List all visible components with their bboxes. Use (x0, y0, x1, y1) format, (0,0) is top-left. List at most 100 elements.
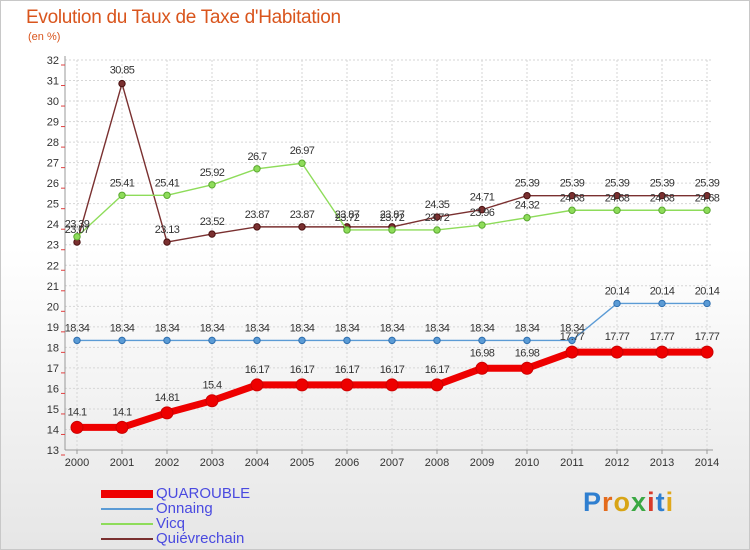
data-label: 23.87 (245, 209, 270, 221)
data-point (568, 336, 576, 345)
y-tick-label: 17 (47, 363, 59, 375)
data-label: 25.39 (605, 178, 630, 190)
data-label: 25.39 (695, 178, 720, 190)
data-point (118, 336, 126, 345)
y-tick-label: 25 (47, 199, 59, 211)
data-point (118, 191, 126, 199)
data-point (658, 191, 666, 200)
y-tick-label: 20 (47, 301, 59, 313)
data-point (613, 191, 621, 200)
data-label: 26.97 (290, 145, 315, 157)
data-point (343, 336, 351, 345)
y-tick-label: 19 (47, 322, 59, 334)
y-tick-label: 27 (47, 158, 59, 170)
data-label: 15.4 (202, 380, 221, 392)
data-label: 23.13 (155, 224, 180, 236)
logo-letter: P (583, 487, 603, 517)
chart-unit-subtitle: (en %) (28, 31, 61, 43)
data-label: 20.14 (650, 285, 675, 297)
x-tick-label: 2013 (650, 457, 674, 469)
data-label: 24.68 (560, 192, 585, 204)
data-label: 23.72 (425, 212, 450, 224)
x-tick-label: 2007 (380, 457, 404, 469)
data-label: 18.34 (560, 322, 585, 334)
logo-letter: i (665, 487, 675, 517)
data-point (118, 79, 126, 88)
y-tick-label: 15 (47, 404, 59, 416)
data-label: 18.34 (335, 322, 360, 334)
data-label: 23.72 (380, 212, 405, 224)
data-point (568, 191, 576, 200)
x-tick-label: 2005 (290, 457, 314, 469)
data-point (388, 226, 396, 234)
data-label: 25.41 (110, 177, 135, 189)
data-label: 18.34 (155, 322, 180, 334)
y-tick-label: 32 (47, 55, 59, 67)
data-point (433, 226, 441, 234)
data-label: 24.32 (515, 200, 540, 212)
x-tick-label: 2000 (65, 457, 89, 469)
data-label: 23.87 (380, 209, 405, 221)
data-label: 17.77 (695, 331, 720, 343)
data-point (298, 223, 306, 231)
y-tick-label: 14 (47, 424, 59, 436)
data-point (385, 378, 399, 392)
data-point (253, 223, 261, 231)
logo-letter: t (655, 487, 666, 517)
x-tick-label: 2008 (425, 457, 449, 469)
data-label: 23.39 (65, 219, 90, 231)
logo-letter: i (647, 487, 656, 517)
data-label: 23.72 (335, 212, 360, 224)
legend-swatch (101, 538, 153, 540)
data-label: 17.77 (605, 331, 630, 343)
x-tick-label: 2009 (470, 457, 494, 469)
data-point (703, 206, 711, 214)
x-tick-label: 2011 (560, 457, 584, 469)
data-point (163, 336, 171, 345)
chart-series (70, 79, 714, 434)
data-point (205, 394, 219, 408)
data-point (298, 336, 306, 345)
data-point (160, 406, 174, 420)
data-point (295, 378, 309, 392)
chart-title: Evolution du Taux de Taxe d'Habitation (26, 7, 341, 28)
y-tick-label: 26 (47, 178, 59, 190)
data-point (208, 181, 216, 189)
data-point (700, 345, 714, 359)
data-point (655, 345, 669, 359)
data-point (478, 205, 486, 214)
data-label: 24.68 (695, 192, 720, 204)
legend-label: Quiévrechain (156, 530, 245, 547)
data-label: 18.34 (245, 322, 270, 334)
data-point (613, 206, 621, 214)
data-point (163, 238, 171, 246)
data-point (163, 191, 171, 199)
data-label: 25.39 (560, 178, 585, 190)
data-label: 18.34 (290, 322, 315, 334)
logo-letter: r (602, 487, 614, 517)
data-point (208, 230, 216, 238)
data-label: 14.1 (112, 406, 131, 418)
data-point (610, 345, 624, 359)
y-tick-label: 21 (47, 281, 59, 293)
data-point (70, 420, 84, 434)
data-label: 25.39 (650, 178, 675, 190)
data-point (523, 191, 531, 200)
data-label: 18.34 (200, 322, 225, 334)
logo-letter: x (631, 487, 648, 517)
data-label: 24.35 (425, 199, 450, 211)
y-tick-label: 30 (47, 96, 59, 108)
legend-label: Onnaing (156, 500, 213, 517)
y-tick-label: 13 (47, 445, 59, 457)
data-label: 20.14 (605, 285, 630, 297)
data-point (115, 420, 129, 434)
y-tick-label: 31 (47, 76, 59, 88)
legend-swatch (101, 508, 153, 510)
data-point (433, 336, 441, 345)
y-tick-label: 18 (47, 342, 59, 354)
data-point (253, 165, 261, 173)
data-point (658, 206, 666, 214)
data-point (478, 221, 486, 229)
data-label: 16.17 (425, 364, 450, 376)
